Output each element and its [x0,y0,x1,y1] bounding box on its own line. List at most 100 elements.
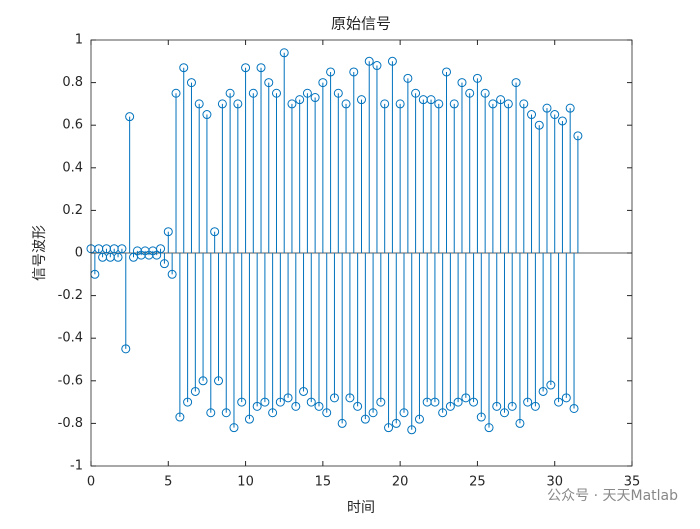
stem-marker [333,88,343,98]
x-tick-label: 20 [392,475,409,490]
stem-marker [275,397,285,407]
y-tick-label: -0.4 [58,331,83,346]
y-tick-label: -0.8 [58,416,83,431]
stem-marker [557,116,567,126]
stem-marker [252,401,262,411]
stem-marker [453,397,463,407]
stem-marker [399,408,409,418]
stem-marker [167,269,177,279]
stem-marker [573,131,583,141]
stem-marker [488,99,498,109]
stem-marker [206,408,216,418]
stem-marker [214,376,224,386]
stem-marker [279,48,289,58]
stem-marker [217,99,227,109]
stem-marker [341,99,351,109]
y-tick-label: 0.2 [62,203,83,218]
stem-marker [225,88,235,98]
stem-marker [345,393,355,403]
stem-marker [360,414,370,424]
stem-marker [314,401,324,411]
stem-marker [125,112,135,122]
stem-marker [306,397,316,407]
stem-marker [503,99,513,109]
stem-marker [237,397,247,407]
stem-marker [434,99,444,109]
stem-marker [387,56,397,66]
stem-marker [368,408,378,418]
x-tick-label: 5 [164,475,172,490]
stem-marker [465,88,475,98]
stem-marker [210,227,220,237]
stem-marker [484,423,494,433]
stem-marker [179,63,189,73]
stem-marker [299,386,309,396]
stem-marker [248,88,258,98]
stem-marker [241,63,251,73]
stem-marker [271,88,281,98]
stem-marker [156,244,166,254]
x-tick-label: 25 [469,475,486,490]
y-axis-label: 信号波形 [32,225,48,281]
stem-marker [113,252,123,262]
x-tick-label: 0 [87,475,95,490]
stem-marker [264,78,274,88]
stem-marker [117,244,127,254]
stem-marker [318,78,328,88]
stem-marker [515,418,525,428]
y-tick-label: 0 [75,246,83,261]
stem-marker [295,95,305,105]
stem-marker [364,56,374,66]
stem-marker [260,397,270,407]
stem-marker [438,408,448,418]
stem-marker [357,95,366,105]
stem-marker [310,93,320,103]
stem-marker [198,376,208,386]
chart-title: 原始信号 [331,15,391,33]
stem-marker [403,73,413,83]
stem-marker [565,103,575,113]
stem-marker [376,397,386,407]
stem-marker [233,99,243,109]
stem-marker [152,250,162,260]
stem-marker [426,95,436,105]
stem-marker [480,88,490,98]
stem-marker [229,423,239,433]
stem-marker [380,99,390,109]
stem-marker [407,425,417,435]
stem-marker [492,401,502,411]
stem-marker [337,418,347,428]
stem-marker [569,403,579,413]
stem-marker [476,412,486,422]
stem-marker [268,408,278,418]
stem-marker [194,99,204,109]
y-tick-label: 0.6 [62,118,83,133]
stem-marker [395,99,405,109]
stem-marker [496,95,506,105]
stem-marker [523,397,533,407]
y-tick-label: 0.8 [62,75,83,90]
x-tick-label: 35 [624,475,641,490]
x-axis-label: 时间 [347,500,375,516]
stem-marker [171,88,181,98]
stem-marker [538,386,548,396]
stem-marker [546,380,556,390]
stem-marker [530,401,540,411]
stem-marker [221,408,231,418]
stem-marker [445,401,455,411]
y-tick-label: 0.4 [62,160,83,175]
stem-marker [175,412,185,422]
stem-marker [322,408,332,418]
stem-marker [287,99,297,109]
x-tick-label: 30 [546,475,563,490]
stem-marker [519,99,529,109]
stem-marker [121,344,131,354]
stem-marker [372,61,382,71]
stem-marker [457,78,467,88]
stem-marker [561,393,571,403]
stem-marker [461,393,471,403]
axes-box [90,39,633,467]
stem-marker [511,78,521,88]
stem-marker [442,67,452,77]
